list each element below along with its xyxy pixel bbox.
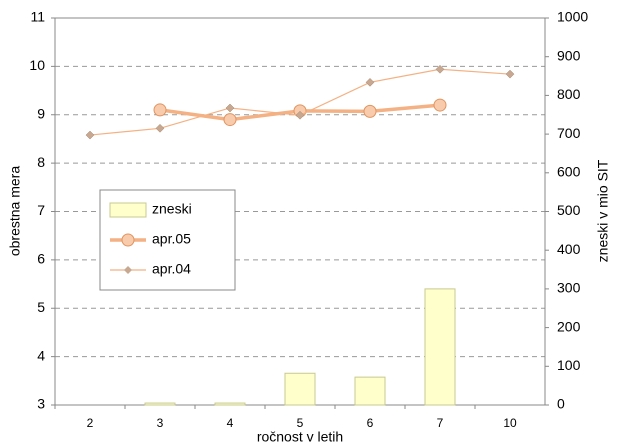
x-tick-label: 4 (227, 416, 234, 430)
y-tick-label: 10 (29, 57, 45, 73)
legend-marker (124, 266, 132, 274)
point (85, 130, 95, 140)
y2-tick-label: 500 (557, 202, 581, 218)
y-tick-label: 6 (37, 251, 45, 267)
line (89, 68, 511, 136)
x-tick-label: 6 (367, 416, 374, 430)
y-tick-label: 11 (30, 9, 45, 25)
legend-swatch (109, 202, 147, 218)
y2-axis-label: zneski v mio SIT (595, 159, 611, 262)
point (155, 123, 165, 133)
point (505, 69, 515, 79)
point (295, 110, 305, 120)
x-tick-label: 10 (503, 416, 517, 430)
x-tick-label: 7 (437, 416, 444, 430)
y2-tick-label: 700 (557, 125, 581, 141)
y-tick-label: 9 (37, 105, 45, 121)
y-tick-label: 7 (37, 202, 45, 218)
bar (424, 288, 456, 406)
legend-marker (121, 233, 135, 247)
point (363, 104, 377, 118)
y2-tick-label: 600 (557, 164, 581, 180)
bar (284, 372, 316, 406)
bar (144, 402, 176, 406)
y2-tick-label: 800 (557, 86, 581, 102)
y-tick-label: 8 (37, 154, 45, 170)
y-tick-label: 5 (37, 299, 45, 315)
point (433, 98, 447, 112)
y2-tick-label: 200 (557, 318, 581, 334)
bar (354, 376, 386, 406)
y2-tick-label: 0 (557, 396, 565, 412)
point (223, 113, 237, 127)
y-tick-label: 3 (37, 396, 45, 412)
legend-label: zneski (152, 201, 192, 217)
x-axis-label: ročnost v letih (257, 429, 343, 445)
bar (214, 402, 246, 406)
point (435, 64, 445, 74)
x-tick-label: 2 (87, 416, 94, 430)
legend: zneski apr.05 apr.04 (99, 189, 236, 291)
legend-label: apr.05 (152, 231, 191, 247)
legend-label: apr.04 (152, 261, 191, 277)
point (153, 103, 167, 117)
y2-tick-label: 100 (557, 357, 581, 373)
x-tick-label: 3 (157, 416, 164, 430)
y2-tick-label: 1000 (557, 9, 588, 25)
y2-tick-label: 400 (557, 241, 581, 257)
y-tick-label: 4 (37, 347, 45, 363)
y2-tick-label: 900 (557, 47, 581, 63)
x-tick-label: 5 (297, 416, 304, 430)
point (365, 77, 375, 87)
y-axis-label: obrestna mera (7, 166, 23, 256)
y2-tick-label: 300 (557, 280, 581, 296)
point (225, 103, 235, 113)
